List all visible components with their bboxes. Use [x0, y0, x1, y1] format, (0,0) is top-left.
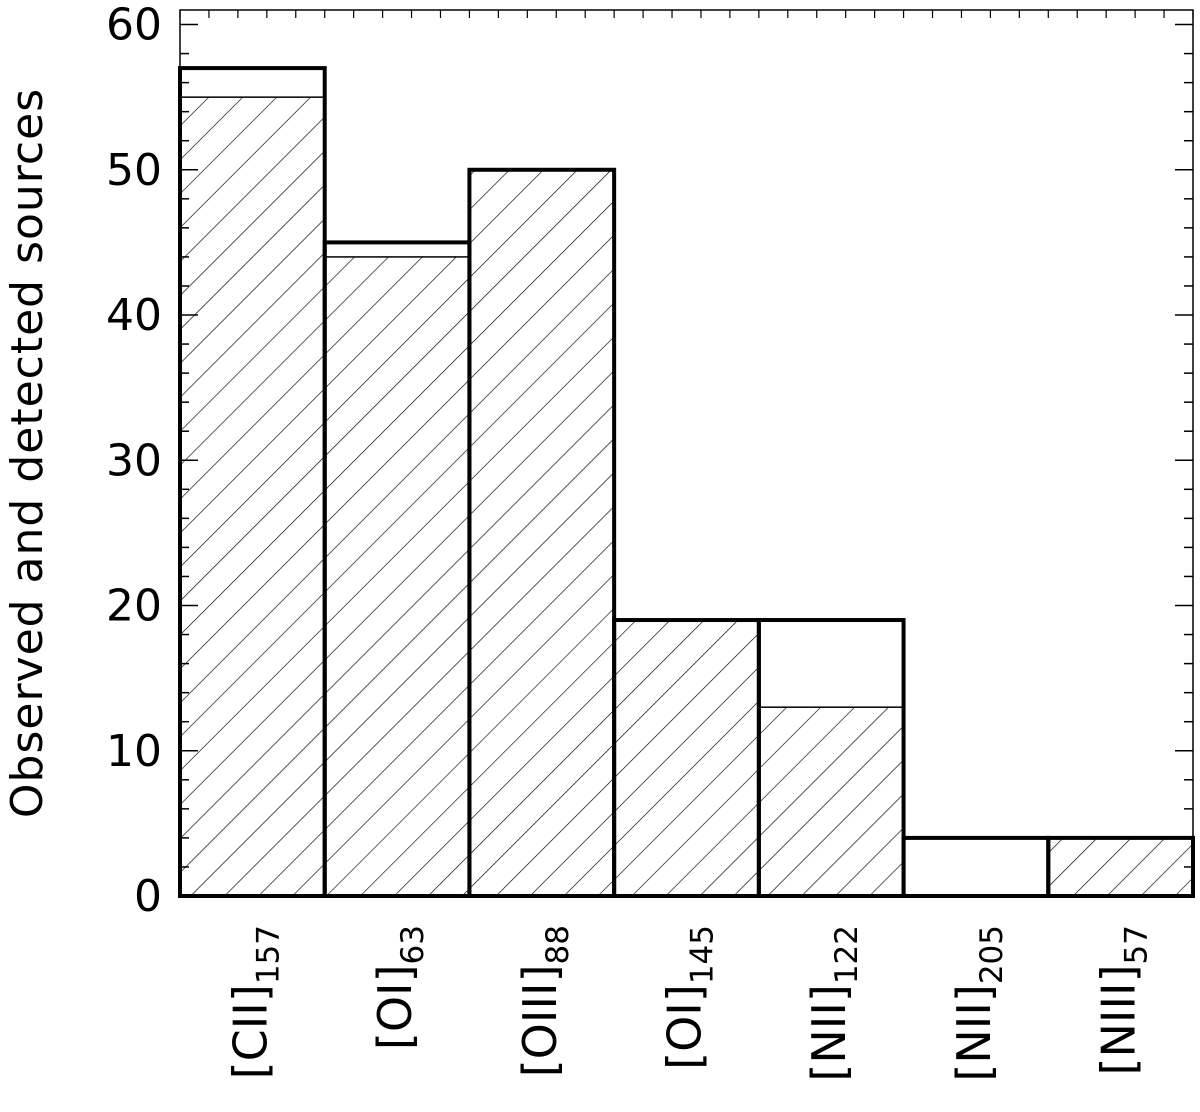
detected-bar — [468, 169, 615, 897]
y-tick-label: 0 — [134, 871, 162, 922]
detected-bar — [613, 619, 760, 897]
y-tick-label: 10 — [106, 726, 162, 777]
detected-bars — [179, 96, 1194, 897]
detected-bar — [323, 256, 471, 897]
y-tick-label: 20 — [106, 581, 162, 632]
x-category-labels: [CII]157 [OI]63 [OIII]88 [OI]145 [NII]122 [NI… — [223, 925, 1154, 1082]
x-category-label: [OIII]88 — [513, 925, 576, 1077]
x-category-label: [NII]205 — [947, 925, 1010, 1082]
detected-bar — [179, 96, 326, 897]
y-axis-title: Observed and detected sources — [2, 88, 53, 818]
y-tick-label: 30 — [106, 435, 162, 486]
detected-bar — [1047, 837, 1194, 897]
y-tick-label: 50 — [106, 145, 162, 196]
x-category-label: [OI]63 — [368, 925, 431, 1050]
detected-bar — [758, 706, 905, 897]
observed-bar — [901, 835, 1051, 898]
x-category-label: [NII]122 — [802, 925, 865, 1082]
x-category-label: [CII]157 — [223, 925, 286, 1079]
y-tick-label: 40 — [106, 290, 162, 341]
y-tick-label: 60 — [106, 0, 162, 51]
x-category-label: [OI]145 — [658, 925, 721, 1070]
x-category-label: [NIII]57 — [1092, 925, 1155, 1075]
y-tick-labels: 0 10 20 30 40 50 60 — [106, 0, 162, 922]
